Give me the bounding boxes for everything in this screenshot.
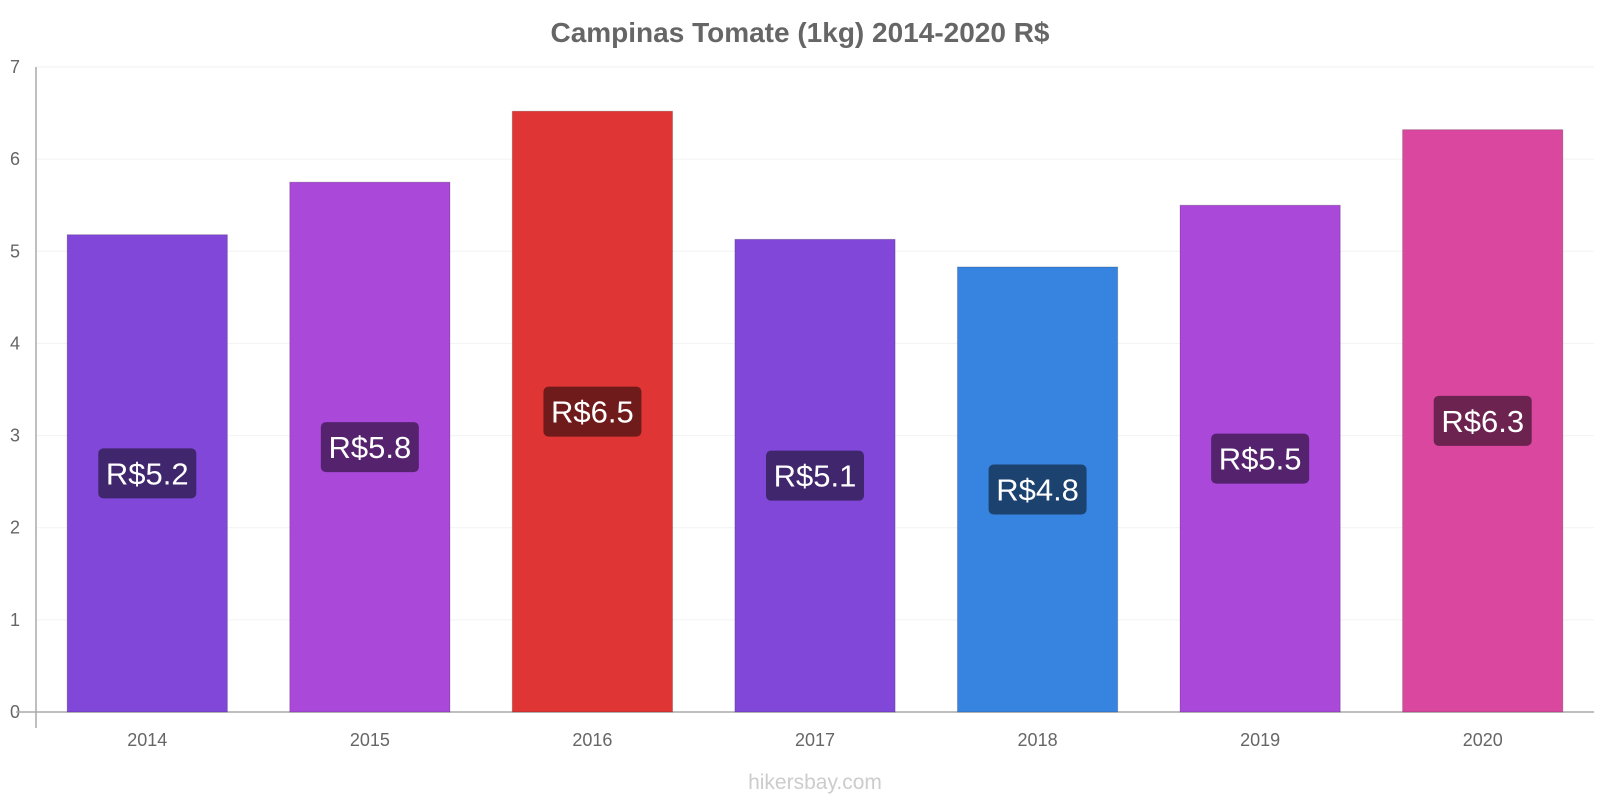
data-label-box <box>543 386 642 437</box>
data-label: R$5.2 <box>106 456 189 491</box>
data-label: R$5.8 <box>328 430 411 465</box>
data-label: R$6.5 <box>551 395 634 430</box>
data-label-box <box>988 464 1087 515</box>
data-label: R$6.3 <box>1441 404 1524 439</box>
x-tick-label: 2015 <box>350 730 390 750</box>
x-tick-label: 2017 <box>795 730 835 750</box>
x-tick-label: 2016 <box>572 730 612 750</box>
y-tick-label: 1 <box>10 610 20 630</box>
y-tick-label: 6 <box>10 149 20 169</box>
x-tick-label: 2020 <box>1463 730 1503 750</box>
y-tick-label: 0 <box>10 702 20 722</box>
y-tick-label: 4 <box>10 333 20 353</box>
data-label-box <box>1433 395 1532 446</box>
data-label-box <box>320 422 419 473</box>
x-tick-label: 2019 <box>1240 730 1280 750</box>
data-label: R$5.1 <box>774 459 857 494</box>
y-tick-label: 3 <box>10 426 20 446</box>
y-tick-label: 7 <box>10 57 20 77</box>
bars <box>66 110 1564 713</box>
chart-title: Campinas Tomate (1kg) 2014-2020 R$ <box>550 17 1049 48</box>
data-labels: R$5.2 R$5.8 R$6.5 R$5.1 R$4.8 R$5.5 R$6.3 <box>98 386 1532 515</box>
data-label: R$5.5 <box>1219 442 1302 477</box>
data-label: R$4.8 <box>996 472 1079 507</box>
data-label-box <box>1211 433 1310 484</box>
data-label-box <box>98 448 197 499</box>
watermark-text: hikersbay.com <box>748 771 882 794</box>
x-tick-label: 2018 <box>1018 730 1058 750</box>
x-tick-label: 2014 <box>127 730 167 750</box>
data-label-box <box>766 450 864 501</box>
y-tick-label: 2 <box>10 518 20 538</box>
y-tick-label: 5 <box>10 241 20 261</box>
